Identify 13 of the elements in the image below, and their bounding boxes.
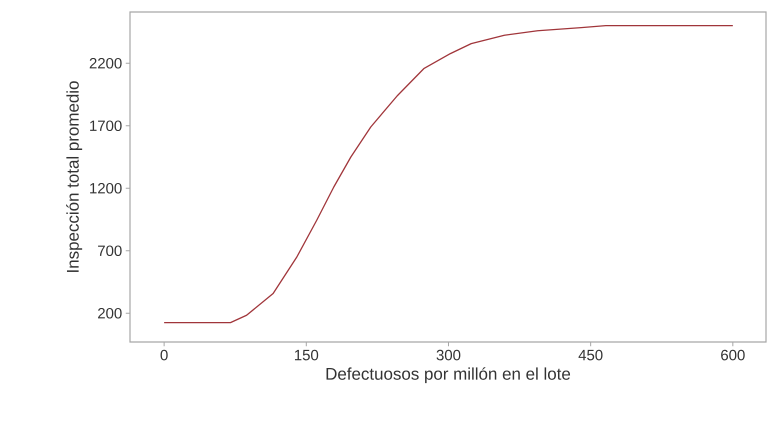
line-series [163,24,734,324]
y-tick-label: 200 [98,308,122,319]
y-tick-label: 2200 [90,58,122,69]
x-tick-label: 450 [578,350,603,360]
y-tick-label: 1700 [90,120,122,132]
y-tick-label: 1200 [90,182,122,194]
y-tick-label: 700 [98,245,122,256]
x-tick-label: 0 [160,350,168,360]
x-tick-label: 600 [721,350,745,360]
x-tick-label: 300 [436,350,460,360]
y-axis-title: Inspección total promedio [66,81,82,272]
x-tick-label: 150 [294,350,318,360]
x-axis-title: Defectuosos por millón en el lote [326,367,570,384]
